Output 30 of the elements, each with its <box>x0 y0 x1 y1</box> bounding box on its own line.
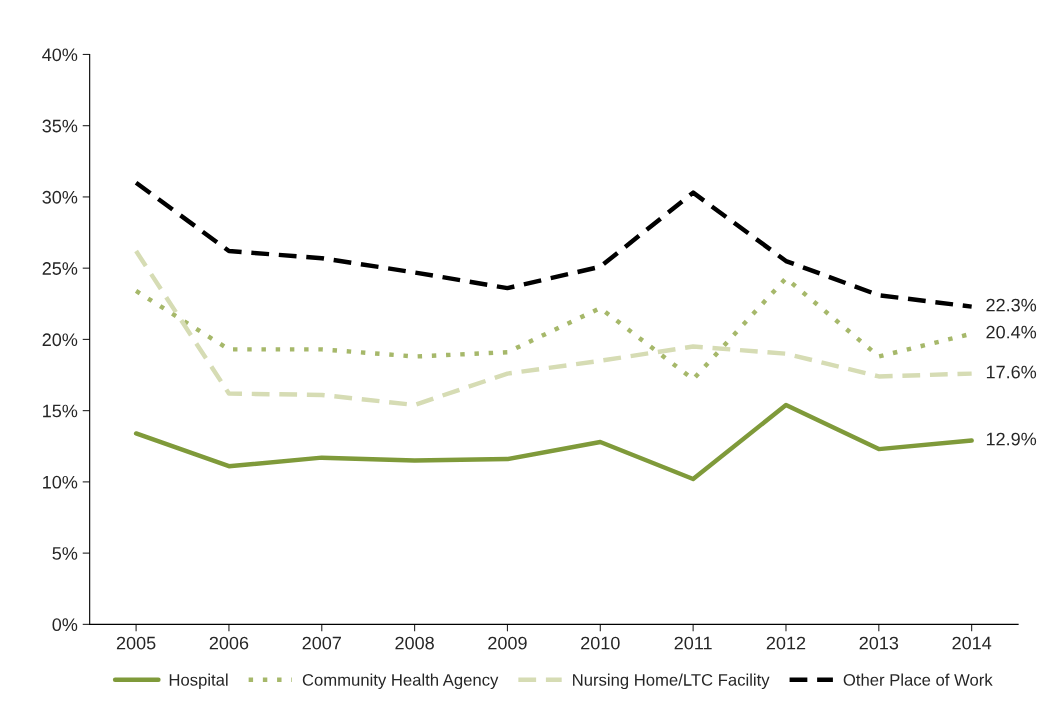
y-tick-label: 20% <box>42 333 78 347</box>
y-tick-label: 30% <box>42 190 78 204</box>
legend-label: Other Place of Work <box>843 673 993 686</box>
annotation: 22.3% <box>986 298 1037 312</box>
x-tick-label: 2011 <box>674 636 712 650</box>
x-tick-label: 2007 <box>302 636 341 650</box>
annotation: 20.4% <box>986 325 1037 339</box>
y-tick-label: 0% <box>52 618 78 632</box>
y-tick-label: 5% <box>52 547 78 560</box>
line-series <box>133 248 974 408</box>
legend-label: Community Health Agency <box>302 673 499 690</box>
x-tick-label: 2005 <box>116 636 156 650</box>
x-tick-label: 2008 <box>395 636 434 650</box>
y-tick-label: 40% <box>42 48 78 62</box>
legend-label: Hospital <box>169 673 228 690</box>
y-tick-label: 15% <box>43 404 78 418</box>
x-tick-label: 2009 <box>488 636 527 650</box>
y-tick-label: 10% <box>43 475 78 489</box>
annotation: 17.6% <box>986 365 1037 379</box>
x-tick-label: 2012 <box>766 636 806 650</box>
legend-label: Nursing Home/LTC Facility <box>573 673 770 690</box>
annotation: 12.9% <box>986 432 1037 446</box>
line-series <box>133 180 974 309</box>
x-tick-label: 2014 <box>952 636 992 650</box>
y-tick-label: 25% <box>42 262 78 275</box>
line-series <box>133 402 974 482</box>
x-tick-label: 2006 <box>209 636 249 650</box>
x-tick-label: 2010 <box>581 636 620 650</box>
x-tick-label: 2013 <box>859 636 899 650</box>
y-tick-label: 35% <box>42 119 78 133</box>
